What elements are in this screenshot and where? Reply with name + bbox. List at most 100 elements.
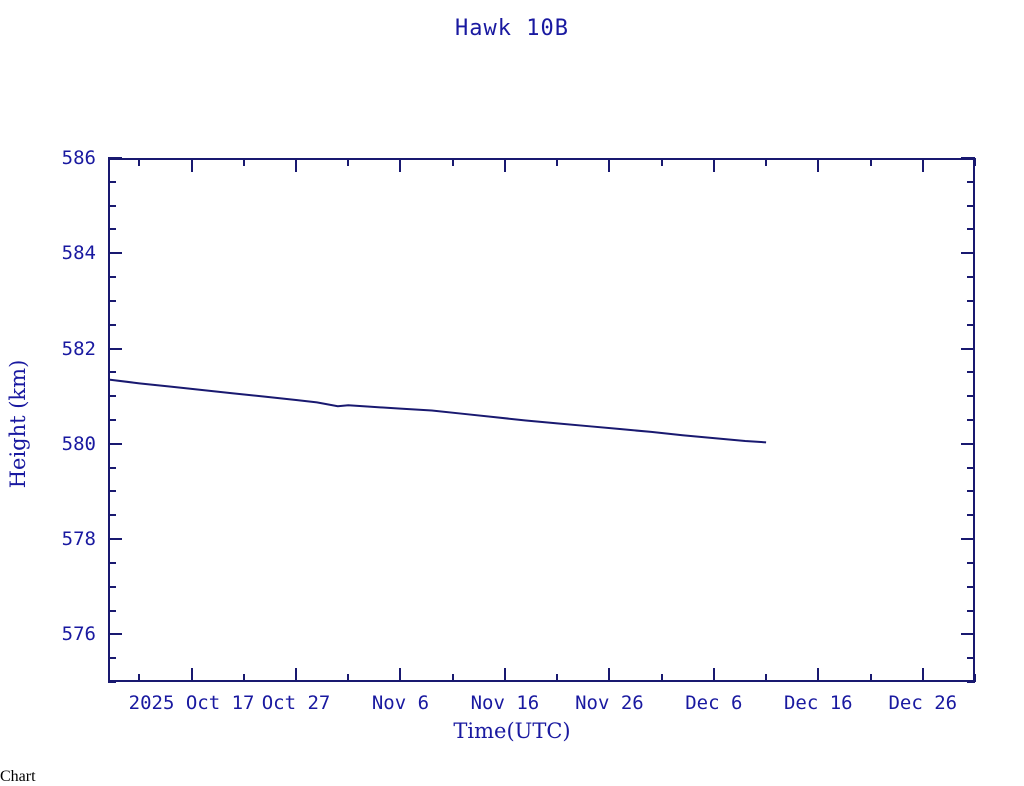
- y-tick-minor: [108, 323, 116, 326]
- y-tick-major: [108, 347, 122, 350]
- x-tick-major-top: [817, 158, 820, 172]
- y-tick-minor-right: [967, 228, 975, 231]
- y-tick-minor: [108, 681, 116, 683]
- y-tick-minor-right: [967, 490, 975, 493]
- x-tick-minor: [869, 674, 872, 682]
- plot-area: [108, 158, 975, 682]
- y-tick-major: [108, 157, 122, 159]
- x-tick-label: Dec 6: [685, 692, 743, 714]
- y-tick-major-right: [961, 442, 975, 445]
- y-tick-minor: [108, 228, 116, 231]
- x-tick-major-top: [295, 158, 298, 172]
- y-tick-minor-right: [967, 466, 975, 469]
- y-tick-major: [108, 633, 122, 636]
- y-tick-minor: [108, 371, 116, 374]
- y-tick-minor: [108, 276, 116, 279]
- x-tick-minor-top: [451, 158, 454, 166]
- x-tick-label: Dec 26: [888, 692, 958, 714]
- y-tick-minor-right: [967, 395, 975, 398]
- x-tick-label: 2025 Oct 17: [128, 692, 255, 714]
- y-tick-minor: [108, 466, 116, 469]
- y-tick-minor: [108, 419, 116, 421]
- x-tick-major: [295, 668, 298, 682]
- y-tick-major: [108, 252, 122, 255]
- y-tick-label: 584: [61, 242, 96, 265]
- y-tick-minor: [108, 204, 116, 207]
- x-tick-major-top: [503, 158, 506, 172]
- x-tick-minor: [660, 674, 663, 682]
- data-series-0: [108, 378, 767, 444]
- y-tick-major: [108, 442, 122, 445]
- x-tick-major-top: [921, 158, 924, 172]
- y-tick-minor: [108, 609, 116, 612]
- x-tick-minor-top: [765, 158, 768, 166]
- y-tick-minor-right: [967, 371, 975, 374]
- y-tick-major-right: [961, 538, 975, 541]
- x-tick-minor-top: [242, 158, 245, 166]
- x-tick-minor-top: [347, 158, 350, 166]
- y-axis-title: Height (km): [6, 359, 30, 489]
- y-tick-minor-right: [967, 657, 975, 660]
- x-tick-minor: [347, 674, 350, 682]
- y-tick-minor-right: [967, 204, 975, 207]
- x-tick-minor: [451, 674, 454, 682]
- x-tick-minor-top: [974, 158, 976, 166]
- y-tick-minor-right: [967, 276, 975, 279]
- y-tick-minor: [108, 490, 116, 493]
- y-tick-major-right: [961, 252, 975, 255]
- y-tick-label: 586: [61, 147, 96, 169]
- x-tick-major: [817, 668, 820, 682]
- x-tick-minor-top: [660, 158, 663, 166]
- x-axis-title: Time(UTC): [453, 719, 571, 743]
- y-tick-minor-right: [967, 681, 975, 683]
- y-tick-major-right: [961, 347, 975, 350]
- y-tick-minor-right: [967, 323, 975, 326]
- y-tick-minor: [108, 657, 116, 660]
- y-tick-major-right: [961, 157, 975, 159]
- x-tick-minor: [556, 674, 559, 682]
- x-tick-minor: [765, 674, 768, 682]
- chart-page: Hawk 10B Height (km) Time(UTC) 586 584 582…: [6, 16, 976, 743]
- y-tick-minor-right: [967, 561, 975, 564]
- y-tick-label: 576: [61, 623, 96, 646]
- x-tick-minor: [974, 674, 976, 682]
- y-tick-major-right: [961, 633, 975, 636]
- x-tick-major: [921, 668, 924, 682]
- x-tick-major-top: [608, 158, 611, 172]
- x-tick-label: Nov 6: [371, 692, 430, 714]
- y-tick-minor: [108, 180, 116, 183]
- x-tick-major: [190, 668, 193, 682]
- x-tick-major: [399, 668, 402, 682]
- x-tick-major-top: [399, 158, 402, 172]
- y-tick-minor: [108, 514, 116, 517]
- x-tick-label: Dec 16: [783, 692, 853, 714]
- x-tick-minor-top: [869, 158, 872, 166]
- y-tick-minor: [108, 395, 116, 398]
- y-tick-label: 578: [61, 528, 96, 551]
- y-tick-minor: [108, 299, 116, 302]
- x-tick-major-top: [712, 158, 715, 172]
- y-tick-minor: [108, 585, 116, 588]
- y-tick-minor-right: [967, 514, 975, 517]
- x-tick-minor-top: [138, 158, 141, 166]
- x-tick-major: [608, 668, 611, 682]
- x-tick-major: [712, 668, 715, 682]
- x-tick-major: [503, 668, 506, 682]
- y-tick-minor-right: [967, 180, 975, 183]
- y-tick-major: [108, 538, 122, 541]
- y-tick-minor-right: [967, 609, 975, 612]
- x-tick-label: Nov 26: [575, 692, 644, 714]
- x-tick-major-top: [190, 158, 193, 172]
- x-tick-minor: [138, 674, 141, 682]
- y-tick-minor-right: [967, 585, 975, 588]
- y-tick-minor-right: [967, 419, 975, 421]
- y-tick-minor-right: [967, 299, 975, 302]
- y-tick-label: 580: [61, 432, 96, 455]
- x-tick-minor-top: [556, 158, 559, 166]
- x-tick-label: Oct 27: [261, 692, 331, 714]
- x-tick-minor: [242, 674, 245, 682]
- x-tick-label: Nov 16: [470, 692, 540, 714]
- page-title: Hawk 10B: [455, 16, 569, 41]
- y-tick-minor: [108, 561, 116, 564]
- data-series-line: [108, 378, 767, 444]
